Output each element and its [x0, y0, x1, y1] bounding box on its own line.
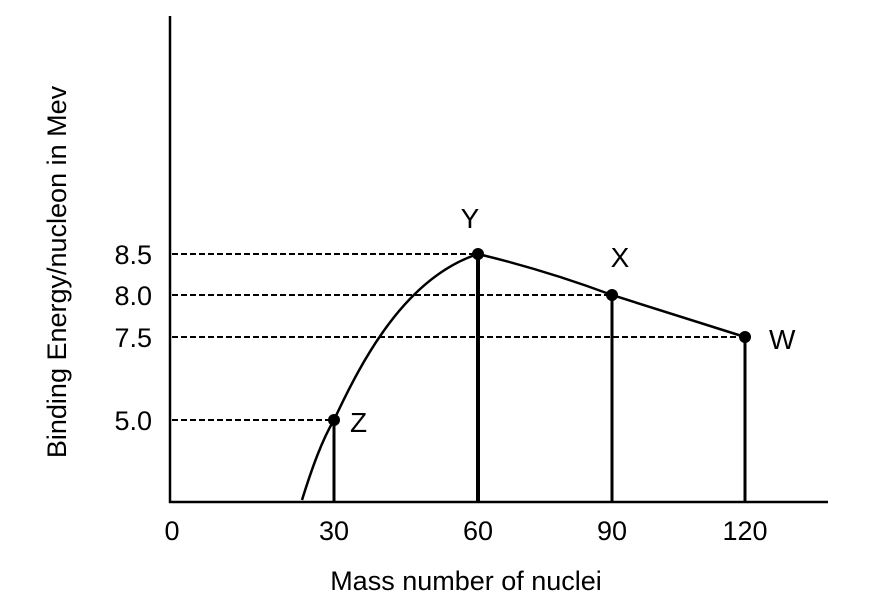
point-y: [472, 248, 484, 260]
point-label-y: Y: [461, 203, 480, 234]
y-axis-title: Binding Energy/nucleon in Mev: [42, 85, 72, 458]
point-z: [328, 414, 340, 426]
binding-energy-curve: [300, 252, 746, 501]
x-tick-label: 0: [164, 516, 179, 546]
y-tick-label: 7.5: [114, 323, 152, 353]
x-tick-label: 30: [319, 516, 349, 546]
point-x: [606, 289, 618, 301]
y-tick-label: 5.0: [114, 406, 152, 436]
point-label-z: Z: [350, 407, 367, 438]
x-tick-label: 120: [722, 516, 767, 546]
point-label-w: W: [769, 324, 796, 355]
y-tick-label: 8.0: [114, 281, 152, 311]
x-tick-label: 90: [597, 516, 627, 546]
y-tick-label: 8.5: [114, 240, 152, 270]
x-axis-title: Mass number of nuclei: [330, 566, 602, 596]
point-label-x: X: [611, 242, 630, 273]
x-tick-label: 60: [463, 516, 493, 546]
point-w: [739, 331, 751, 343]
